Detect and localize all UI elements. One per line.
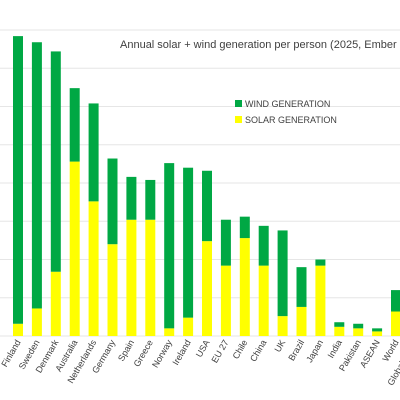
- bar-wind-pakistan: [353, 323, 364, 329]
- bar-solar-india: [334, 326, 345, 336]
- bar-solar-pakistan: [353, 328, 364, 336]
- bar-solar-australia: [69, 161, 80, 336]
- bar-wind-greece: [145, 179, 156, 220]
- bar-wind-denmark: [50, 51, 61, 272]
- bar-solar-japan: [315, 265, 326, 336]
- bar-solar-china: [258, 265, 269, 336]
- category-label: Ireland: [170, 338, 192, 367]
- category-label: EU 27: [209, 338, 230, 365]
- bar-wind-japan: [315, 259, 326, 266]
- bar-solar-uk: [277, 316, 288, 336]
- legend-swatch-solar: [235, 116, 242, 123]
- bar-wind-netherlands: [88, 103, 99, 202]
- category-label: Japan: [304, 338, 325, 364]
- category-label: China: [248, 338, 268, 363]
- bar-solar-netherlands: [88, 201, 99, 336]
- chart-title: Annual solar + wind generation per perso…: [120, 39, 397, 51]
- bar-wind-usa: [202, 170, 212, 242]
- bar-solar-ireland: [183, 317, 194, 336]
- bar-wind-sweden: [31, 42, 42, 309]
- legend-swatch-wind: [235, 100, 242, 107]
- gridlines: [0, 29, 400, 337]
- bar-solar-usa: [202, 241, 212, 336]
- bar-wind-china: [258, 225, 269, 266]
- bar-wind-spain: [126, 176, 137, 220]
- bar-solar-eu-27: [220, 265, 231, 336]
- bar-solar-asean: [372, 331, 383, 336]
- bar-wind-chile: [239, 216, 250, 239]
- bar-solar-finland: [13, 323, 23, 336]
- bar-wind-ireland: [183, 167, 194, 318]
- category-label: World: [380, 338, 400, 363]
- bar-solar-greece: [145, 219, 156, 336]
- legend-label-solar: SOLAR GENERATION: [245, 115, 337, 125]
- bar-solar-brazil: [296, 306, 307, 336]
- legend-label-wind: WIND GENERATION: [245, 99, 330, 109]
- category-label: India: [326, 338, 344, 360]
- category-label: USA: [194, 338, 212, 359]
- bar-wind-uk: [277, 230, 288, 317]
- bar-wind-finland: [13, 36, 23, 324]
- bar-solar-chile: [239, 238, 250, 336]
- bar-wind-world: [391, 290, 400, 312]
- bar-solar-norway: [164, 328, 175, 336]
- bar-wind-australia: [69, 88, 80, 162]
- bar-solar-spain: [126, 219, 137, 336]
- bar-wind-germany: [107, 158, 118, 245]
- bar-solar-sweden: [31, 308, 42, 336]
- category-label: Brazil: [286, 338, 306, 362]
- category-labels: FinlandSwedenDenmarkAustraliaNetherlands…: [0, 338, 400, 388]
- bar-wind-norway: [164, 163, 175, 329]
- bars: [13, 36, 400, 336]
- category-label: UK: [272, 338, 287, 354]
- category-label: Chile: [231, 338, 250, 361]
- legend: WIND GENERATION SOLAR GENERATION: [235, 99, 337, 125]
- bar-wind-india: [334, 322, 345, 327]
- bar-solar-world: [391, 311, 400, 336]
- bar-wind-brazil: [296, 267, 307, 307]
- bar-wind-asean: [372, 328, 383, 332]
- bar-wind-eu-27: [220, 219, 231, 266]
- bar-solar-denmark: [50, 271, 61, 336]
- bar-solar-germany: [107, 244, 118, 336]
